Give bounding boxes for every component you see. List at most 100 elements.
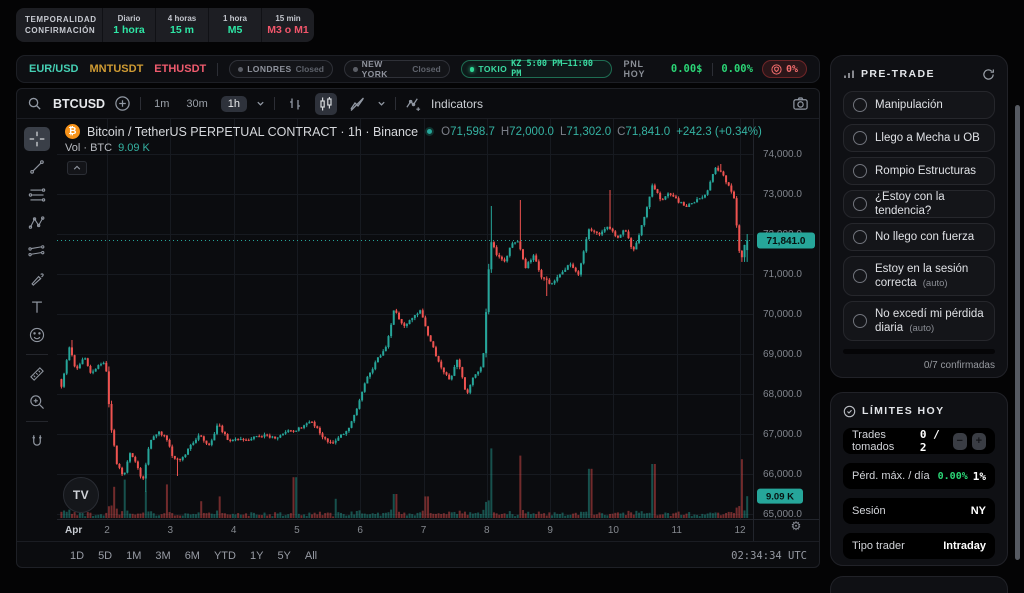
limit-row-max-loss: Pérd. máx. / día 0.00% 1% <box>843 463 995 489</box>
trend-line-tool-button[interactable] <box>24 155 50 179</box>
divider <box>26 421 48 422</box>
sidebar-scrollbar[interactable] <box>1015 105 1020 560</box>
confirmation-column: 15 min M3 o M1 <box>261 8 314 42</box>
reset-checklist-button[interactable] <box>982 68 995 81</box>
chart-range-bar: 1D 5D 1M 3M 6M YTD 1Y 5Y All 02:34:34 UT… <box>17 541 819 567</box>
range-1m-button[interactable]: 1M <box>126 549 142 562</box>
pair-ethusdt[interactable]: ETHUSDT <box>154 63 207 75</box>
price-scale-settings-gear-icon[interactable]: ⚙ <box>790 519 802 533</box>
shield-icon <box>771 63 782 75</box>
compare-add-icon[interactable] <box>114 95 131 112</box>
limits-title: LÍMITES HOY <box>862 405 945 417</box>
increment-trades-button[interactable]: + <box>971 432 986 450</box>
pnl-amount: 0.00$ <box>670 63 703 75</box>
timeframe-confirmation-widget: TEMPORALIDAD CONFIRMACIÓN Diario 1 hora … <box>16 8 314 42</box>
checklist-item-mecha-ob[interactable]: Llego a Mecha u OB <box>843 124 995 152</box>
interval-1h-button[interactable]: 1h <box>220 95 248 112</box>
tradingview-logo[interactable]: TV <box>63 477 99 513</box>
session-status-dot <box>352 66 358 72</box>
utc-clock[interactable]: 02:34:34 UTC <box>731 549 807 562</box>
range-1y-button[interactable]: 1Y <box>249 549 264 562</box>
pattern-tool-button[interactable] <box>24 211 50 235</box>
range-5d-button[interactable]: 5D <box>98 549 113 562</box>
range-3m-button[interactable]: 3M <box>155 549 171 562</box>
session-tokio-badge: TOKIO KZ 5:00 PM–11:00 PM <box>460 59 613 79</box>
checklist-item-manipulacion[interactable]: Manipulación <box>843 91 995 119</box>
zoom-in-tool-button[interactable] <box>24 390 50 414</box>
divider <box>395 97 397 110</box>
checkbox-circle <box>853 230 867 244</box>
projection-tool-button[interactable] <box>24 239 50 263</box>
range-1d-button[interactable]: 1D <box>70 549 85 562</box>
magnet-icon <box>32 435 42 446</box>
drawing-tools-sidebar <box>17 119 57 541</box>
next-panel-peek <box>830 576 1008 593</box>
chart-panel: BTCUSD 1m 30m 1h Indicators <box>16 88 820 568</box>
range-all-button[interactable]: All <box>304 549 318 562</box>
xabcd-pattern-icon <box>28 216 45 229</box>
divider <box>274 97 276 110</box>
magnet-tool-button[interactable] <box>24 429 50 453</box>
fib-retracement-tool-button[interactable] <box>24 183 50 207</box>
pair-eurusd[interactable]: EUR/USD <box>29 63 79 75</box>
confirmation-value: 15 m <box>170 24 194 36</box>
range-6m-button[interactable]: 6M <box>184 549 200 562</box>
session-status: Closed <box>412 64 441 74</box>
checkbox-circle <box>853 98 867 112</box>
legend-collapse-button[interactable] <box>67 161 87 175</box>
symbol-search-button[interactable]: BTCUSD <box>53 96 106 111</box>
pnl-percent: 0.00% <box>721 63 753 75</box>
checklist-item-tendencia[interactable]: ¿Estoy con la tendencia? <box>843 190 995 218</box>
chevron-down-icon[interactable] <box>377 99 386 108</box>
range-5y-button[interactable]: 5Y <box>277 549 291 562</box>
range-ytd-button[interactable]: YTD <box>213 549 236 562</box>
shield-check-icon <box>843 405 856 417</box>
checkbox-circle <box>853 269 867 283</box>
decrement-trades-button[interactable]: − <box>952 432 967 450</box>
confirmacion-label: CONFIRMACIÓN <box>25 26 96 35</box>
indicators-button[interactable]: Indicators <box>431 96 484 111</box>
pair-mntusdt[interactable]: MNTUSDT <box>89 63 144 75</box>
session-name: TOKIO <box>478 64 508 74</box>
confirmation-value: 1 hora <box>113 24 145 36</box>
limit-row-trades: Trades tomados 0 / 2 − + <box>843 428 995 454</box>
candlestick-type-button[interactable] <box>315 92 338 115</box>
checklist-item-rompio-estructuras[interactable]: Rompio Estructuras <box>843 157 995 185</box>
checkbox-circle <box>853 131 867 145</box>
price-chart[interactable] <box>57 119 819 541</box>
brush-tool-button[interactable] <box>24 267 50 291</box>
area-chart-icon <box>350 97 364 111</box>
confirmation-value: M3 o M1 <box>267 24 309 36</box>
pretrade-checklist-panel: PRE-TRADE Manipulación Llego a Mecha u O… <box>830 55 1008 378</box>
emoji-tool-button[interactable] <box>24 323 50 347</box>
interval-1m-button[interactable]: 1m <box>154 97 170 110</box>
checklist-item-no-fuerza[interactable]: No llego con fuerza <box>843 223 995 251</box>
timeframe-label: 15 min <box>275 14 301 23</box>
candlestick-icon <box>320 96 332 110</box>
text-tool-button[interactable] <box>24 295 50 319</box>
trend-line-icon <box>30 160 44 174</box>
timeframe-label: Diario <box>117 14 141 23</box>
chevron-down-icon[interactable] <box>256 99 265 108</box>
area-chart-type-button[interactable] <box>346 93 368 115</box>
search-icon[interactable] <box>27 96 42 111</box>
markets-status-bar: EUR/USD MNTUSDT ETHUSDT LONDRES Closed N… <box>16 55 820 83</box>
checklist-progress-bar <box>843 349 995 354</box>
checklist-item-perdida-diaria[interactable]: No excedí mi pérdida diaria (auto) <box>843 301 995 341</box>
camera-snapshot-icon[interactable] <box>792 95 809 112</box>
measure-tool-button[interactable] <box>24 362 50 386</box>
trades-count: 0 / 2 <box>919 428 940 454</box>
daily-limits-panel: LÍMITES HOY Trades tomados 0 / 2 − + Pér… <box>830 392 1008 566</box>
timeframe-label: 4 horas <box>167 14 197 23</box>
crosshair-tool-button[interactable] <box>24 127 50 151</box>
session-value: NY <box>970 505 986 517</box>
bar-chart-type-button[interactable] <box>284 93 306 115</box>
checklist-item-sesion-correcta[interactable]: Estoy en la sesión correcta (auto) <box>843 256 995 296</box>
interval-30m-button[interactable]: 30m <box>186 97 208 110</box>
confirmation-column: 1 hora M5 <box>208 8 261 42</box>
divider <box>26 354 48 355</box>
confirmation-column: Diario 1 hora <box>102 8 155 42</box>
indicators-icon[interactable] <box>405 95 422 112</box>
chart-toolbar: BTCUSD 1m 30m 1h Indicators <box>17 89 819 119</box>
